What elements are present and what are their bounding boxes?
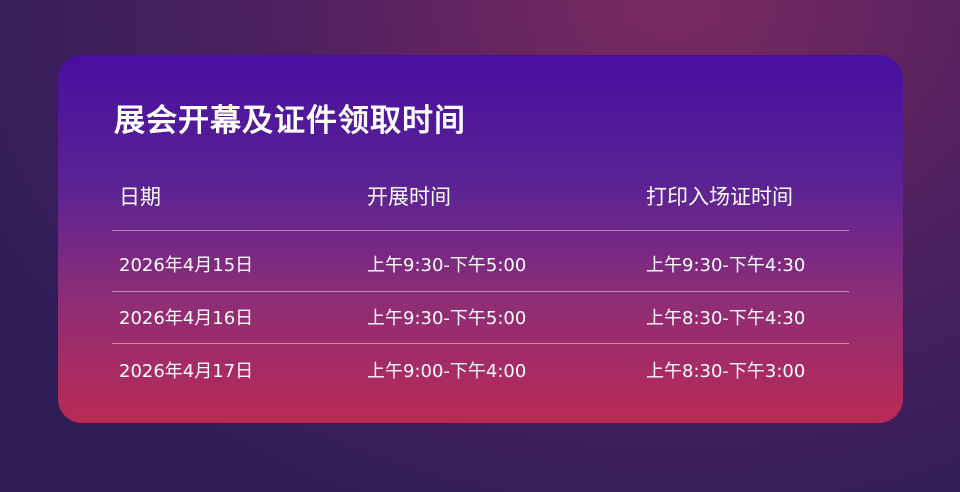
page-title: 展会开幕及证件领取时间	[114, 103, 466, 139]
schedule-card: 展会开幕及证件领取时间 日期 开展时间 打印入场证时间 2026年4月15日 上…	[58, 55, 903, 423]
header-open-time: 开展时间	[367, 185, 451, 209]
table-cell: 上午9:30-下午5:00	[367, 308, 527, 329]
divider	[112, 343, 849, 344]
table-cell: 上午9:00-下午4:00	[367, 361, 527, 382]
header-badge-print-time: 打印入场证时间	[646, 185, 793, 209]
divider	[112, 230, 849, 231]
table-cell: 2026年4月17日	[119, 361, 254, 382]
table-cell: 上午8:30-下午4:30	[646, 308, 806, 329]
table-cell: 上午9:30-下午5:00	[367, 255, 527, 276]
table-cell: 上午9:30-下午4:30	[646, 255, 806, 276]
divider	[112, 291, 849, 292]
table-cell: 上午8:30-下午3:00	[646, 361, 806, 382]
header-date: 日期	[119, 185, 161, 209]
table-cell: 2026年4月15日	[119, 255, 254, 276]
table-cell: 2026年4月16日	[119, 308, 254, 329]
